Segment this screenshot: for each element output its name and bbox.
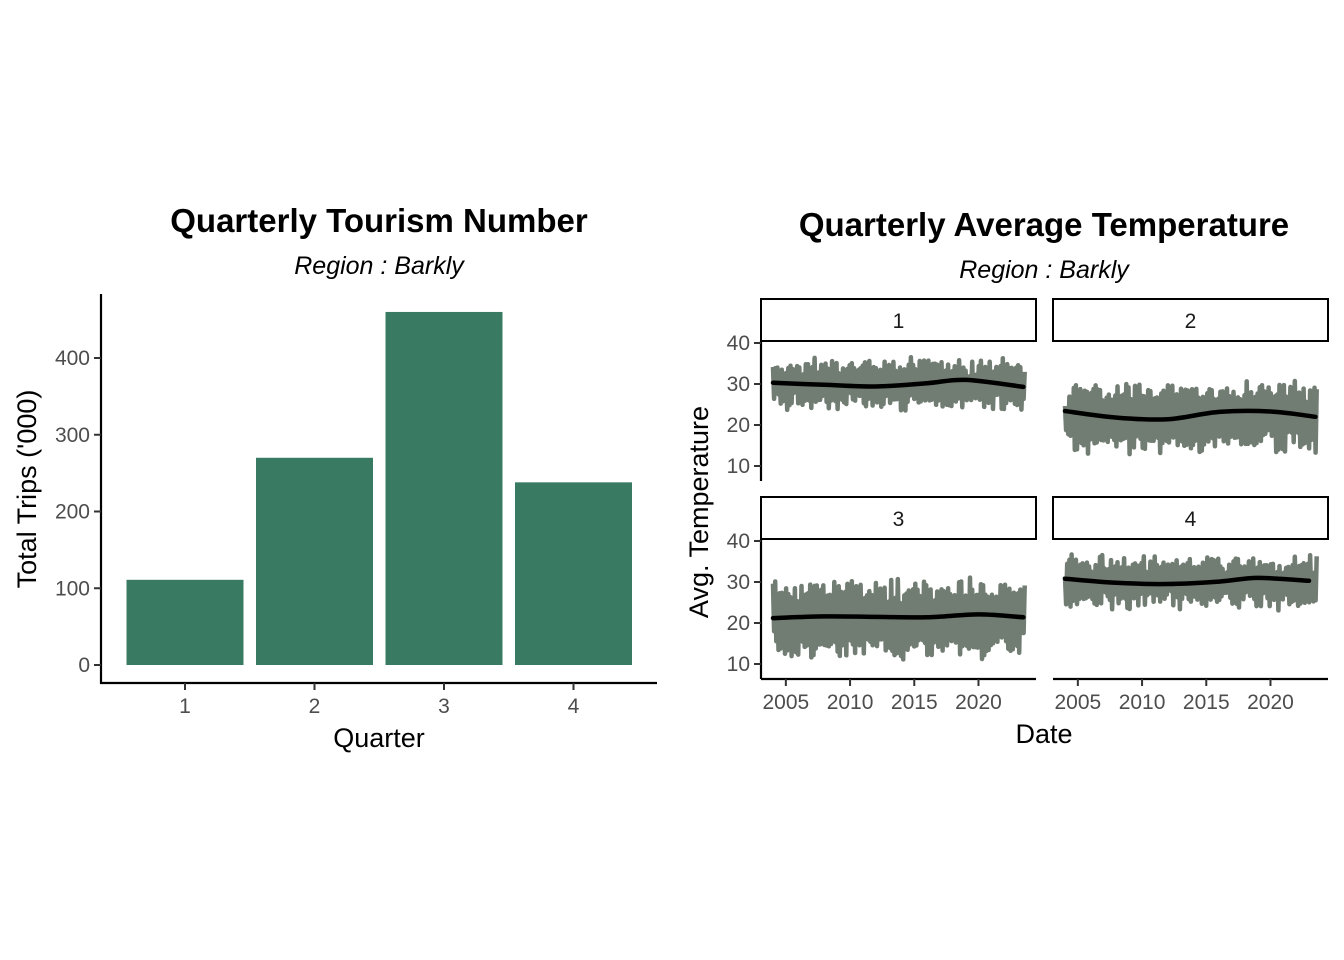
facet-x-tick-label: 2005 [762,691,809,714]
facet-y-tick-label: 10 [727,455,750,478]
facet-y-tick-label: 30 [727,571,750,594]
smooth-trend-line [1062,408,1318,422]
temperature-series-line [770,575,1027,662]
smooth-trend-line [1062,575,1312,587]
bar-x-tick-label: 1 [179,695,191,718]
line-x-axis-title: Date [1015,719,1072,749]
facet-y-tick-label: 10 [727,653,750,676]
bar-y-tick-label: 0 [78,654,90,677]
facet-x-tick-label: 2015 [1183,691,1230,714]
line-chart-title: Quarterly Average Temperature [799,206,1289,243]
facet-strip-label: 4 [1185,508,1197,531]
bar-chart-subtitle: Region : Barkly [294,252,465,280]
facet-panels: 1 10 20 30 40 2 3 10 20 30 40 2005 2010 2015 2020 4 2005… [727,298,1329,714]
temperature-series-line [1062,378,1319,457]
bar-y-axis-title: Total Trips ('000) [12,390,42,589]
temperature-series-line [1062,552,1319,613]
bar-x-axis-title: Quarter [333,723,425,753]
facet-y-tick-label: 20 [727,612,750,635]
facet-y-tick-label: 30 [727,373,750,396]
line-chart-subtitle: Region : Barkly [959,256,1130,284]
facet-y-tick-label: 40 [727,530,750,553]
facet-x-tick-label: 2020 [1247,691,1294,714]
bar-1 [126,579,244,665]
facet-strip-label: 1 [893,310,905,333]
bar-x-tick-label: 3 [438,695,450,718]
bar-chart-title: Quarterly Tourism Number [170,202,588,239]
facet-strip-3 [760,496,1037,540]
facet-y-tick-label: 20 [727,414,750,437]
bar-x-tick-label: 4 [568,695,580,718]
facet-y-tick-label: 40 [727,332,750,355]
bar-3 [385,311,503,665]
facet-x-tick-label: 2020 [955,691,1002,714]
bar-2 [256,457,373,665]
smooth-trend-line [770,612,1026,621]
facet-panel-1: 1 10 20 30 40 [727,298,1037,481]
bar-y-tick-label: 400 [55,347,90,370]
facet-x-tick-label: 2005 [1054,691,1101,714]
bar-chart: Quarterly Tourism Number Region : Barkly… [12,202,657,753]
facet-strip-4 [1052,496,1329,540]
facet-strip-2 [1052,298,1329,342]
faceted-line-chart: Quarterly Average Temperature Region : B… [684,206,1329,749]
bar-y-tick-label: 300 [55,424,90,447]
bar-x-tick-label: 2 [309,695,321,718]
facet-x-tick-label: 2010 [827,691,874,714]
facet-x-tick-label: 2010 [1119,691,1166,714]
bar-y-tick-label: 100 [55,577,90,600]
bar-y-tick-label: 200 [55,501,90,524]
facet-strip-label: 3 [893,508,905,531]
facet-panel-3: 3 10 20 30 40 2005 2010 2015 2020 [727,496,1037,714]
facet-strip-label: 2 [1185,310,1197,333]
facet-strip-1 [760,298,1037,342]
bar-x-ticks: 1 2 3 4 [179,683,580,718]
facet-panel-4: 4 2005 2010 2015 2020 [1052,496,1329,714]
smooth-trend-line [770,377,1026,390]
facet-panel-2: 2 [1052,298,1329,457]
line-y-axis-title: Avg. Temperature [684,406,714,618]
bar-4 [515,482,632,665]
bar-marks [126,311,632,665]
bar-y-ticks: 0 100 200 300 400 [55,347,101,677]
facet-x-tick-label: 2015 [891,691,938,714]
